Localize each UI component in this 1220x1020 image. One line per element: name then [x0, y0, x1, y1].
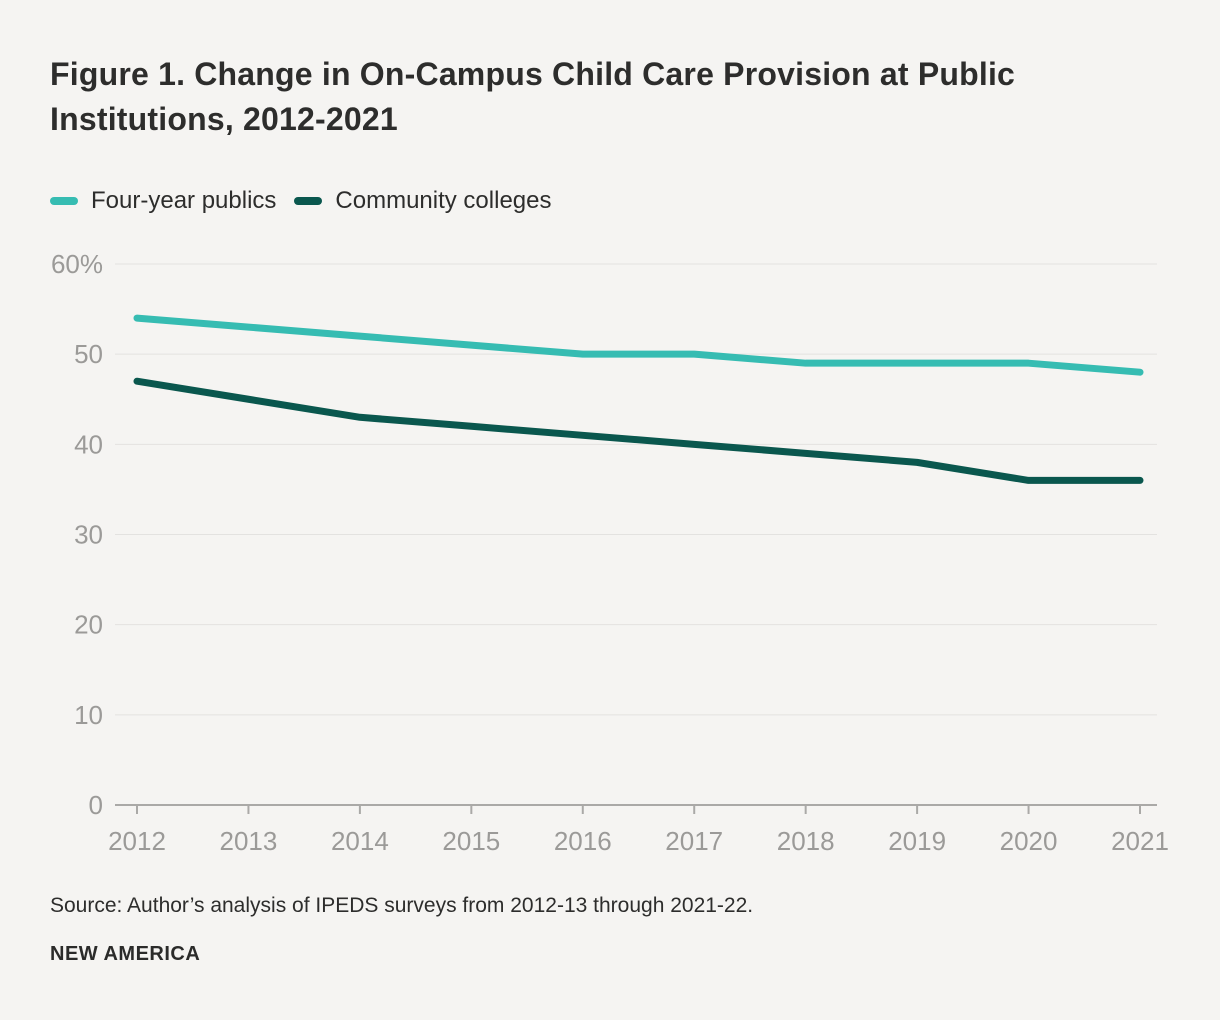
y-axis-label: 60% — [51, 249, 103, 279]
x-axis-label: 2019 — [888, 826, 946, 856]
y-axis-label: 30 — [74, 519, 103, 549]
y-axis-label: 0 — [89, 790, 103, 820]
legend-item: Four-year publics — [50, 187, 276, 215]
y-axis-label: 20 — [74, 610, 103, 640]
legend: Four-year publics Community colleges — [50, 186, 552, 216]
x-axis-label: 2012 — [108, 826, 166, 856]
x-axis-label: 2014 — [331, 826, 389, 856]
legend-swatch-icon — [294, 197, 323, 205]
x-axis-label: 2018 — [777, 826, 835, 856]
x-axis-label: 2020 — [1000, 826, 1058, 856]
source-note: Source: Author’s analysis of IPEDS surve… — [50, 894, 754, 917]
y-axis-label: 50 — [74, 339, 103, 369]
x-axis-label: 2016 — [554, 826, 612, 856]
x-axis-label: 2015 — [442, 826, 500, 856]
legend-label: Community colleges — [335, 187, 552, 214]
x-axis-label: 2013 — [220, 826, 278, 856]
legend-label: Four-year publics — [91, 187, 277, 214]
series-line-community-colleges — [133, 377, 1144, 484]
legend-item: Community colleges — [294, 187, 552, 215]
brand-logo: NEW AMERICA — [50, 943, 201, 965]
legend-swatch-icon — [50, 197, 78, 205]
series-line-four-year-publics — [133, 314, 1144, 376]
figure-title-line1: Figure 1. Change in On-Campus Child Care… — [50, 56, 1016, 92]
y-axis-label: 10 — [74, 700, 103, 730]
figure-title-line2: Institutions, 2012-2021 — [50, 101, 398, 137]
x-axis-label: 2017 — [665, 826, 723, 856]
x-axis-label: 2021 — [1111, 826, 1169, 856]
figure-title: Figure 1. Change in On-Campus Child Care… — [50, 52, 1190, 142]
y-axis-label: 40 — [74, 429, 103, 459]
